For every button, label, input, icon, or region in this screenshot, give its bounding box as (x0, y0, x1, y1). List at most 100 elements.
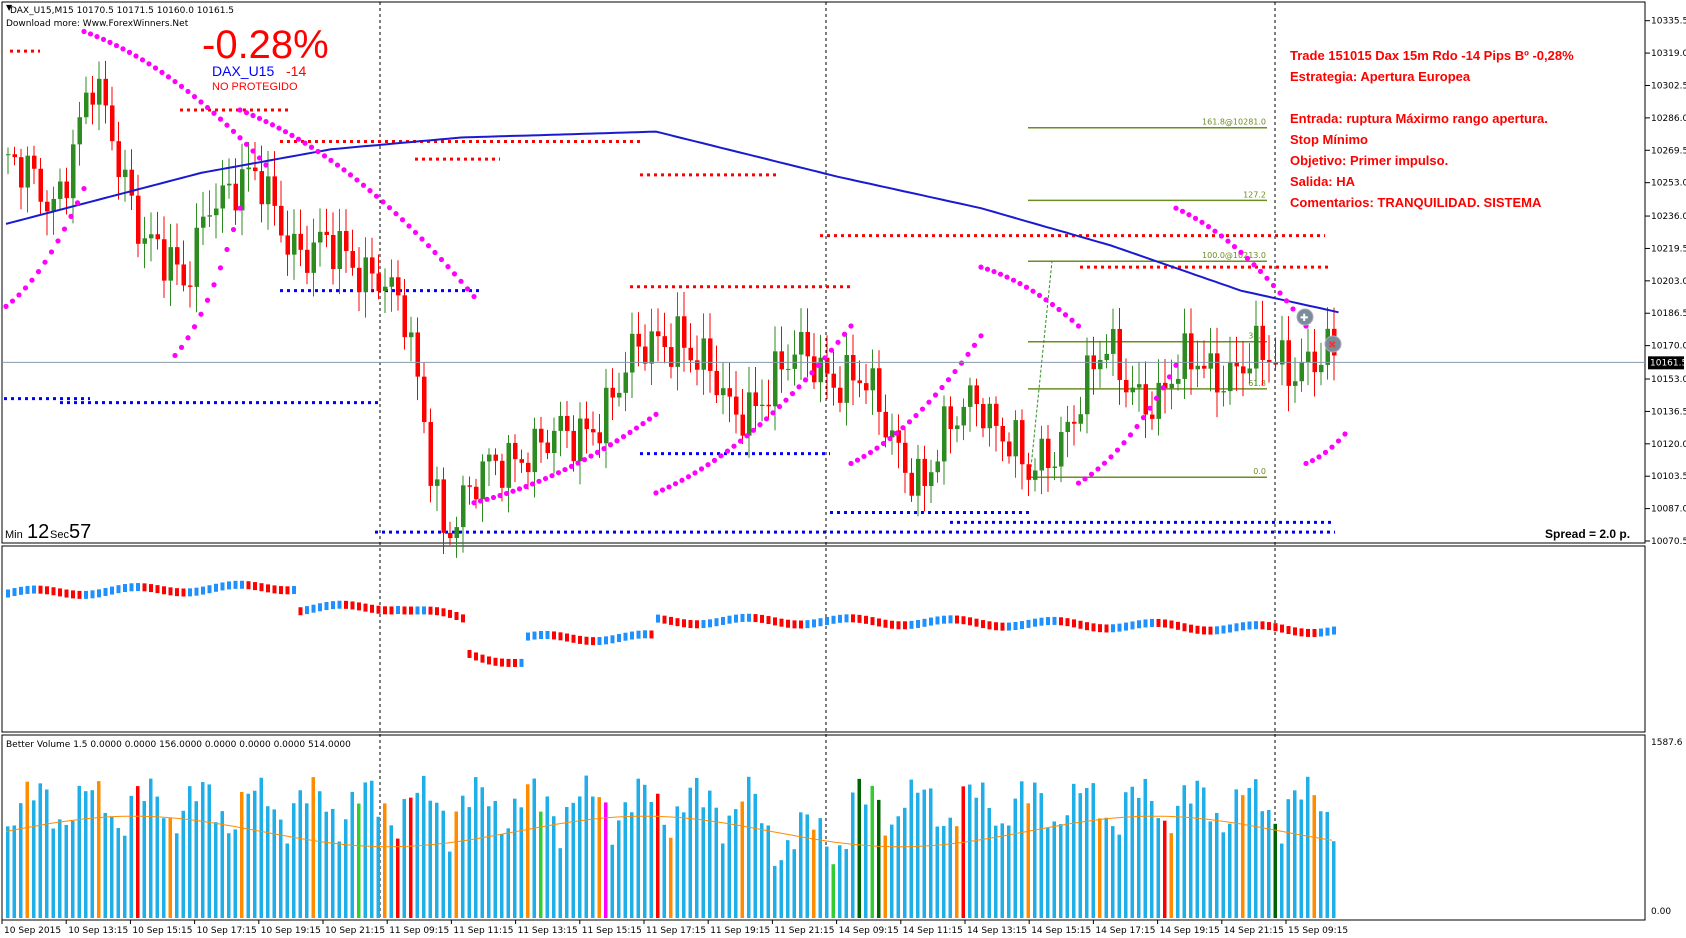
volume-bar (1111, 826, 1115, 918)
candle-body (844, 355, 849, 403)
time-tick-label: 10 Sep 17:15 (197, 926, 257, 936)
sar-dot (237, 205, 243, 211)
sar-dot (1160, 385, 1166, 391)
volume-bar (396, 838, 400, 918)
candle-body (110, 105, 115, 142)
volume-bar (896, 816, 900, 918)
ha-bar (448, 609, 452, 618)
ha-bar (695, 620, 699, 629)
ha-bar (675, 618, 680, 627)
volume-bar (1228, 823, 1232, 918)
candle-body (955, 425, 960, 430)
ha-bar (1098, 624, 1102, 633)
sar-dot (237, 135, 243, 141)
candle-body (688, 347, 693, 361)
candle-body (662, 336, 667, 348)
candle-body (695, 360, 700, 370)
sar-dot (204, 104, 211, 111)
candle-body (1150, 414, 1155, 419)
pnl-status: NO PROTEGIDO (212, 81, 298, 93)
note-line: Comentarios: TRANQUILIDAD. SISTEMA (1290, 195, 1542, 210)
volume-bar (51, 828, 55, 918)
volume-bar (909, 779, 913, 918)
candle-body (474, 486, 479, 500)
ha-bar (123, 584, 127, 593)
candle-body (591, 429, 596, 433)
sar-dot (1205, 224, 1212, 230)
candle-body (415, 332, 420, 377)
volume-bar (402, 799, 406, 918)
volume-bar (643, 784, 647, 918)
note-line: Salida: HA (1290, 174, 1356, 189)
volume-bar (1156, 818, 1160, 918)
sar-dot (243, 141, 250, 147)
candle-body (1143, 384, 1148, 415)
ha-bar (857, 614, 862, 623)
candle-body (6, 154, 11, 156)
volume-bar (961, 786, 965, 918)
ha-bar (1247, 621, 1252, 630)
ha-bar (727, 615, 732, 624)
volume-bar (753, 793, 757, 918)
candle-body (311, 242, 316, 273)
candle-body (467, 485, 472, 487)
volume-bar (1007, 825, 1011, 918)
sar-dot (627, 429, 633, 435)
volume-average-line (5, 815, 1333, 848)
candle-body (656, 331, 661, 337)
sar-dot (334, 162, 341, 168)
ha-bar (357, 602, 361, 611)
sar-dot (783, 397, 789, 403)
spread-label: Spread = 2.0 p. (1545, 527, 1630, 541)
sar-dot (367, 188, 373, 194)
candle-body (532, 428, 537, 473)
volume-bar (383, 803, 387, 918)
candle-body (376, 273, 381, 292)
candle-body (285, 235, 290, 255)
ha-bar (279, 586, 283, 595)
sar-dot (432, 249, 438, 256)
volume-bar (298, 790, 302, 918)
candle-body (12, 154, 17, 158)
sar-dot (770, 410, 776, 416)
candle-body (597, 432, 602, 444)
volume-bar (266, 806, 270, 918)
candle-body (103, 78, 108, 106)
ha-bar (12, 588, 17, 597)
sar-dot (997, 271, 1004, 277)
sar-dot (874, 445, 880, 451)
price-tick-label: 10136.5 (1651, 407, 1686, 417)
ha-bar (240, 580, 244, 589)
ha-bar (909, 620, 914, 629)
candle-body (344, 231, 349, 252)
candle-body (929, 472, 934, 486)
volume-bar (376, 816, 380, 918)
sar-dot (48, 249, 55, 255)
candle-body (97, 78, 102, 105)
ha-bar (474, 652, 478, 661)
entry-marker-icon[interactable] (1296, 308, 1314, 326)
candle-body (552, 430, 557, 454)
ha-bar (779, 618, 784, 627)
candle-body (123, 169, 128, 178)
sar-dot (211, 110, 217, 116)
ha-bar (1189, 624, 1193, 633)
entry-marker-glyph: ✚ (1300, 313, 1308, 324)
ha-bar (97, 589, 101, 598)
sar-dot (991, 268, 997, 275)
ha-bar (942, 615, 946, 624)
ha-bar (233, 580, 238, 589)
ha-bar (110, 586, 114, 595)
exit-marker-icon[interactable] (1324, 335, 1342, 353)
candle-body (584, 418, 589, 430)
ha-bar (831, 615, 836, 624)
dropdown-triangle-icon[interactable]: ▼ (6, 3, 13, 12)
ha-bar (272, 585, 277, 594)
price-tick-label: 10153.0 (1651, 375, 1686, 385)
volume-bar (1169, 833, 1173, 918)
volume-bar (344, 819, 348, 918)
candle-body (1065, 421, 1070, 433)
sar-dot (1075, 480, 1082, 486)
candle-body (1026, 464, 1031, 480)
